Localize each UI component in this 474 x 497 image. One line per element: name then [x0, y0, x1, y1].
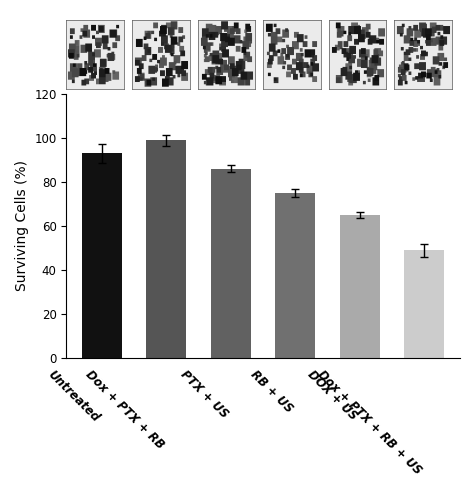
- Bar: [275, 193, 315, 358]
- Bar: [211, 169, 251, 358]
- Bar: [404, 250, 444, 358]
- Bar: [82, 154, 122, 358]
- Y-axis label: Surviving Cells (%): Surviving Cells (%): [15, 161, 29, 291]
- Bar: [146, 140, 186, 358]
- Bar: [340, 215, 380, 358]
